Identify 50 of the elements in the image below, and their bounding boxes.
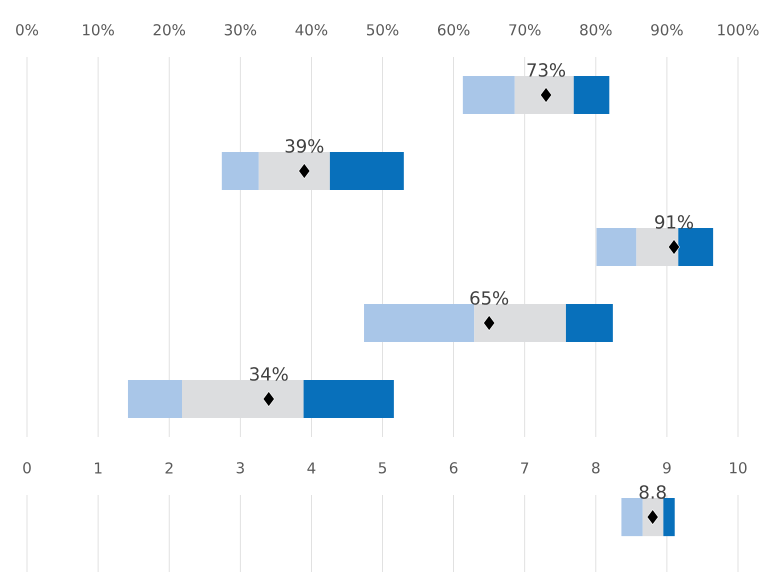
x-tick-label: 0% [16,24,38,36]
x-tick-label: 90% [651,24,683,36]
point [483,315,496,331]
bar [663,498,675,536]
x-tick-label: 20% [154,24,186,36]
bar [596,228,636,266]
bar [462,76,515,114]
bar [574,76,610,114]
point [668,239,680,255]
point [540,87,552,103]
x-tick-label: 1 [94,462,102,474]
bar [514,76,574,114]
bar [304,380,394,418]
data-label: 91% [655,214,694,229]
bar [128,380,182,418]
bar [621,498,643,536]
bar [566,304,613,342]
x-tick-label: 9 [663,462,671,474]
x-tick-label: 8 [592,462,600,474]
x-tick-label: 4 [307,462,316,474]
x-tick-label: 80% [580,24,612,36]
bar [222,152,259,190]
point [298,163,310,179]
x-tick-label: 0 [23,462,31,474]
x-tick-label: 30% [224,24,256,36]
x-tick-label: 2 [166,462,172,474]
x-tick-label: 40% [295,24,328,36]
bar [330,152,404,190]
data-label: 8.8 [640,485,666,499]
point [262,391,275,407]
x-tick-label: 5 [378,462,386,474]
bar [474,304,566,342]
data-label: 73% [528,62,566,77]
bar [258,152,330,190]
bar [678,228,714,266]
x-tick-label: 6 [450,462,458,474]
x-tick-label: 3 [236,462,244,474]
x-tick-label: 10% [83,24,114,36]
bar [182,380,304,418]
data-label: 34% [250,366,288,381]
x-tick-label: 10 [730,462,747,474]
data-label: 65% [470,290,508,305]
x-tick-label: 7 [521,462,528,474]
data-label: 39% [286,138,324,153]
bar [364,304,474,342]
x-tick-label: 100% [718,24,759,36]
x-tick-label: 70% [509,24,541,36]
bar [636,228,678,266]
x-tick-label: 60% [438,24,470,36]
x-tick-label: 50% [367,24,398,36]
